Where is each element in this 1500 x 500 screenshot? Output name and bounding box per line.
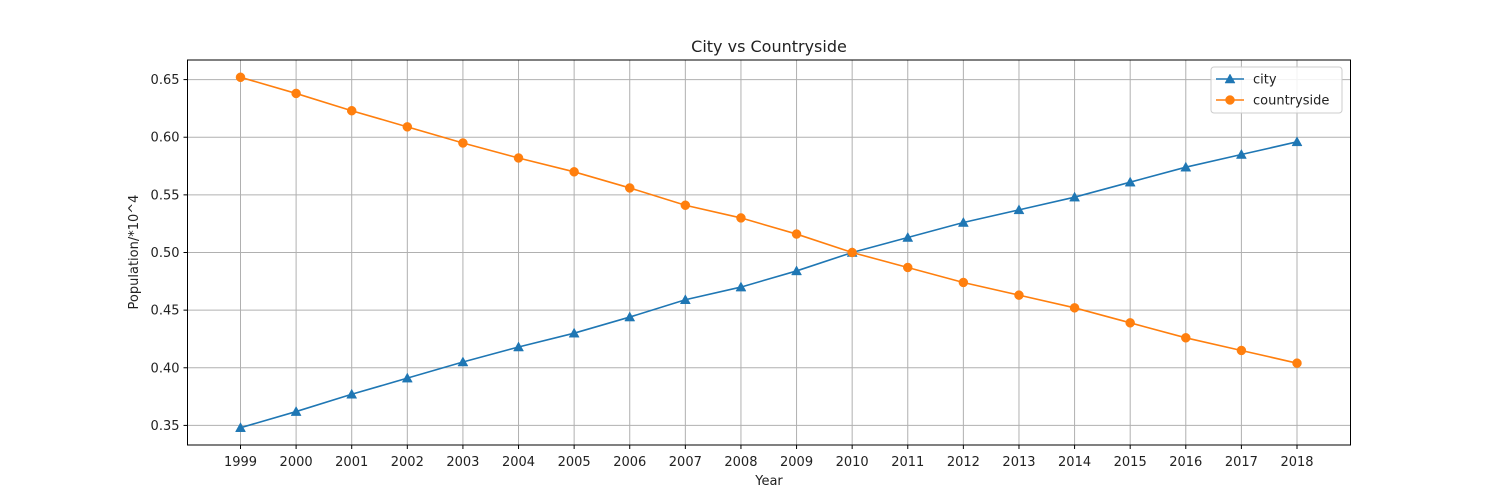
y-tick-label: 0.60 xyxy=(151,131,180,146)
city-point xyxy=(290,406,302,416)
countryside-point xyxy=(235,72,246,83)
x-tick-label: 1999 xyxy=(224,455,257,470)
legend-item-countryside: countryside xyxy=(1216,94,1329,109)
x-tick-label: 2007 xyxy=(669,455,702,470)
countryside-point xyxy=(346,105,357,116)
legend-label: city xyxy=(1253,73,1277,88)
legend-label: countryside xyxy=(1253,94,1329,109)
y-tick-label: 0.45 xyxy=(151,304,180,319)
countryside-point xyxy=(513,153,524,163)
y-tick-label: 0.55 xyxy=(151,188,180,203)
city-point xyxy=(401,372,413,383)
city-point xyxy=(513,341,524,352)
countryside-point xyxy=(903,262,913,273)
countryside-point xyxy=(1292,358,1302,368)
city-point xyxy=(735,281,747,292)
x-axis-label: Year xyxy=(754,474,783,489)
x-tick-label: 2016 xyxy=(1169,455,1202,470)
city-point xyxy=(568,327,580,338)
x-tick-label: 2008 xyxy=(724,455,757,470)
y-tick-label: 0.40 xyxy=(151,361,180,376)
grid xyxy=(187,60,1351,445)
city-point xyxy=(1235,149,1247,159)
countryside-point xyxy=(1125,318,1135,328)
legend: city countryside xyxy=(1210,66,1343,114)
series-countryside xyxy=(235,72,1302,368)
city-point xyxy=(1013,204,1025,215)
x-tick-label: 2012 xyxy=(947,455,980,470)
countryside-point xyxy=(791,229,802,239)
x-tick-label: 2001 xyxy=(335,455,368,470)
x-tick-label: 2005 xyxy=(558,455,591,470)
x-axis: 1999 2000 2001 2002 2003 2004 2005 2006 2007 2008… xyxy=(224,445,1314,470)
countryside-point xyxy=(402,122,413,132)
city-point xyxy=(1291,136,1303,147)
x-tick-label: 2015 xyxy=(1114,455,1147,470)
legend-marker xyxy=(1224,73,1236,84)
x-tick-label: 2006 xyxy=(613,455,646,470)
x-tick-label: 2017 xyxy=(1225,455,1258,470)
city-line xyxy=(240,141,1298,429)
y-axis-label: Population/*10^4 xyxy=(127,195,142,310)
city-point xyxy=(624,311,636,322)
city-point xyxy=(457,356,469,367)
city-point xyxy=(1124,176,1136,187)
countryside-point xyxy=(458,138,468,148)
city-point xyxy=(1180,161,1192,172)
y-tick-label: 0.35 xyxy=(151,419,180,434)
x-tick-label: 2011 xyxy=(891,455,924,470)
city-point xyxy=(235,422,246,432)
countryside-point xyxy=(569,167,579,177)
countryside-point xyxy=(1181,333,1191,343)
x-tick-label: 2010 xyxy=(836,455,869,470)
countryside-point xyxy=(291,88,301,99)
city-point xyxy=(902,232,914,242)
countryside-point xyxy=(847,247,857,258)
countryside-point xyxy=(736,213,746,223)
x-tick-label: 2000 xyxy=(280,455,313,470)
x-tick-label: 2002 xyxy=(391,455,424,470)
city-point xyxy=(957,217,969,227)
city-point xyxy=(679,294,691,305)
countryside-point xyxy=(1236,345,1247,356)
y-tick-label: 0.50 xyxy=(151,246,180,261)
countryside-point xyxy=(680,200,691,210)
series xyxy=(235,72,1303,432)
x-tick-label: 2014 xyxy=(1058,455,1091,470)
countryside-point xyxy=(1014,290,1024,300)
x-tick-label: 2003 xyxy=(446,455,479,470)
countryside-point xyxy=(624,183,635,193)
legend-marker xyxy=(1225,95,1235,105)
city-point xyxy=(791,265,802,276)
countryside-line xyxy=(240,76,1298,364)
city-point xyxy=(1069,191,1081,202)
city-point xyxy=(346,388,358,399)
countryside-point xyxy=(1069,303,1080,313)
x-tick-label: 2009 xyxy=(780,455,813,470)
x-tick-label: 2018 xyxy=(1280,455,1313,470)
countryside-point xyxy=(958,277,969,288)
legend-item-city: city xyxy=(1216,73,1277,88)
y-tick-label: 0.65 xyxy=(151,73,180,88)
chart-title: City vs Countryside xyxy=(691,37,847,56)
x-tick-label: 2013 xyxy=(1002,455,1035,470)
y-axis: 0.35 0.40 0.45 0.50 0.55 0.60 0.65 xyxy=(151,73,188,434)
x-tick-label: 2004 xyxy=(502,455,535,470)
series-city xyxy=(235,136,1303,432)
